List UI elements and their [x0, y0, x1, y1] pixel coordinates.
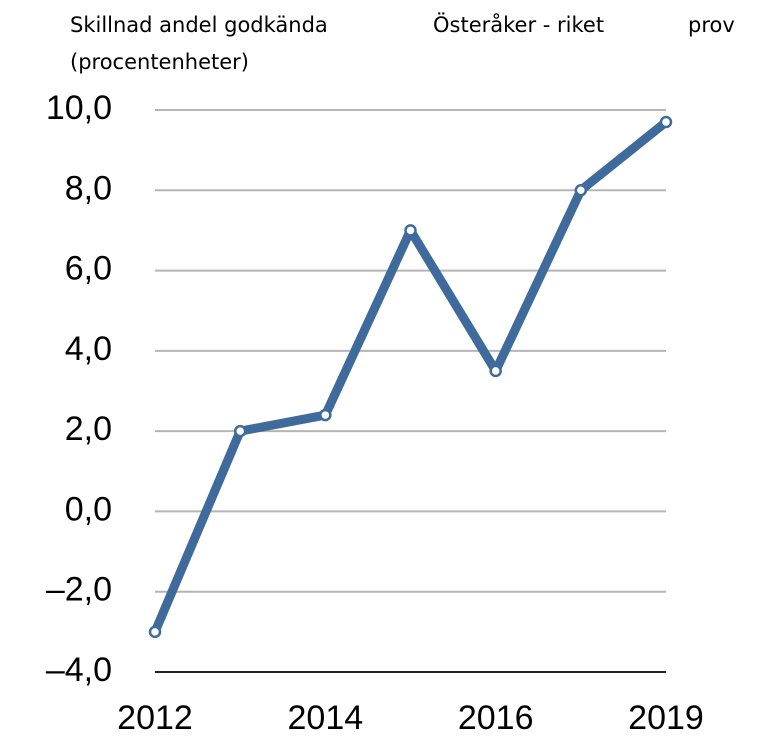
y-tick-label: –2,0 — [46, 571, 112, 609]
point-marker — [659, 115, 673, 129]
point-marker — [148, 625, 162, 639]
y-tick-label: 6,0 — [65, 250, 112, 288]
annotation: prov — [688, 13, 735, 37]
y-tick-label: 8,0 — [65, 169, 112, 207]
series-line — [150, 117, 671, 637]
point-marker — [574, 184, 588, 197]
x-tick-label: 2016 — [458, 699, 534, 737]
point-marker — [319, 408, 332, 422]
y-tick-label: 4,0 — [65, 330, 112, 368]
point-marker — [404, 224, 417, 237]
y-tick-label: 0,0 — [65, 490, 112, 528]
x-tick-label: 2014 — [288, 699, 364, 737]
chart-title-line2: (procentenheter) — [70, 50, 249, 74]
chart-subtitle: Österåker - riket — [433, 12, 604, 37]
y-tick-label: –4,0 — [46, 651, 112, 689]
point-marker — [489, 364, 502, 378]
x-tick-label: 2012 — [117, 699, 193, 737]
chart-title-line1: Skillnad andel godkända — [70, 13, 328, 37]
y-tick-label: 10,0 — [46, 89, 112, 127]
x-tick-label: 2019 — [628, 699, 704, 737]
y-tick-label: 2,0 — [65, 410, 112, 448]
point-marker — [233, 424, 247, 438]
